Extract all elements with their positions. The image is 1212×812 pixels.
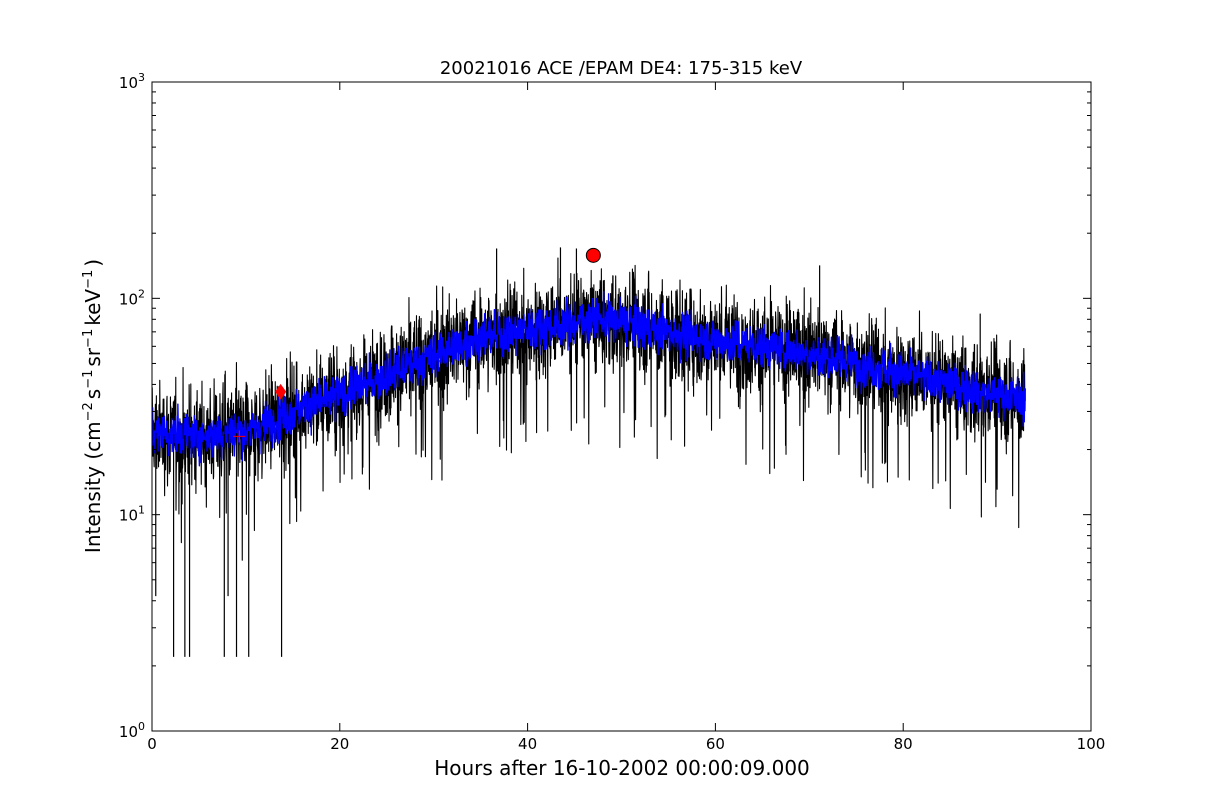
x-tick-label: 80 [894, 735, 913, 753]
axis-ticks: 0 20 40 60 80 100 100 101 102 103 [119, 71, 1105, 753]
y-tick-label: 102 [119, 287, 145, 308]
x-axis-label: Hours after 16-10-2002 00:00:09.000 [434, 756, 810, 780]
x-tick-label: 0 [147, 735, 157, 753]
peak-circle-marker [585, 247, 601, 263]
x-tick-label: 60 [706, 735, 725, 753]
y-axis-label: Intensity (cm−2s−1sr−1keV−1) [81, 259, 105, 553]
plus-marker [233, 430, 246, 443]
y-axis-label-text: Intensity (cm−2s−1sr−1keV−1) [81, 259, 105, 553]
diamond-marker [275, 383, 287, 400]
plot-clip-group [152, 247, 1026, 657]
x-tick-label: 40 [518, 735, 537, 753]
series-smoothed-line [152, 290, 1026, 467]
x-tick-label: 100 [1077, 735, 1106, 753]
y-tick-label: 101 [119, 504, 145, 525]
plot-area [152, 247, 1026, 657]
plot-frame [151, 81, 1092, 732]
x-tick-label: 20 [330, 735, 349, 753]
y-tick-label: 103 [119, 71, 145, 92]
y-tick-label: 100 [119, 720, 145, 741]
chart-title: 20021016 ACE /EPAM DE4: 175-315 keV [440, 58, 803, 79]
